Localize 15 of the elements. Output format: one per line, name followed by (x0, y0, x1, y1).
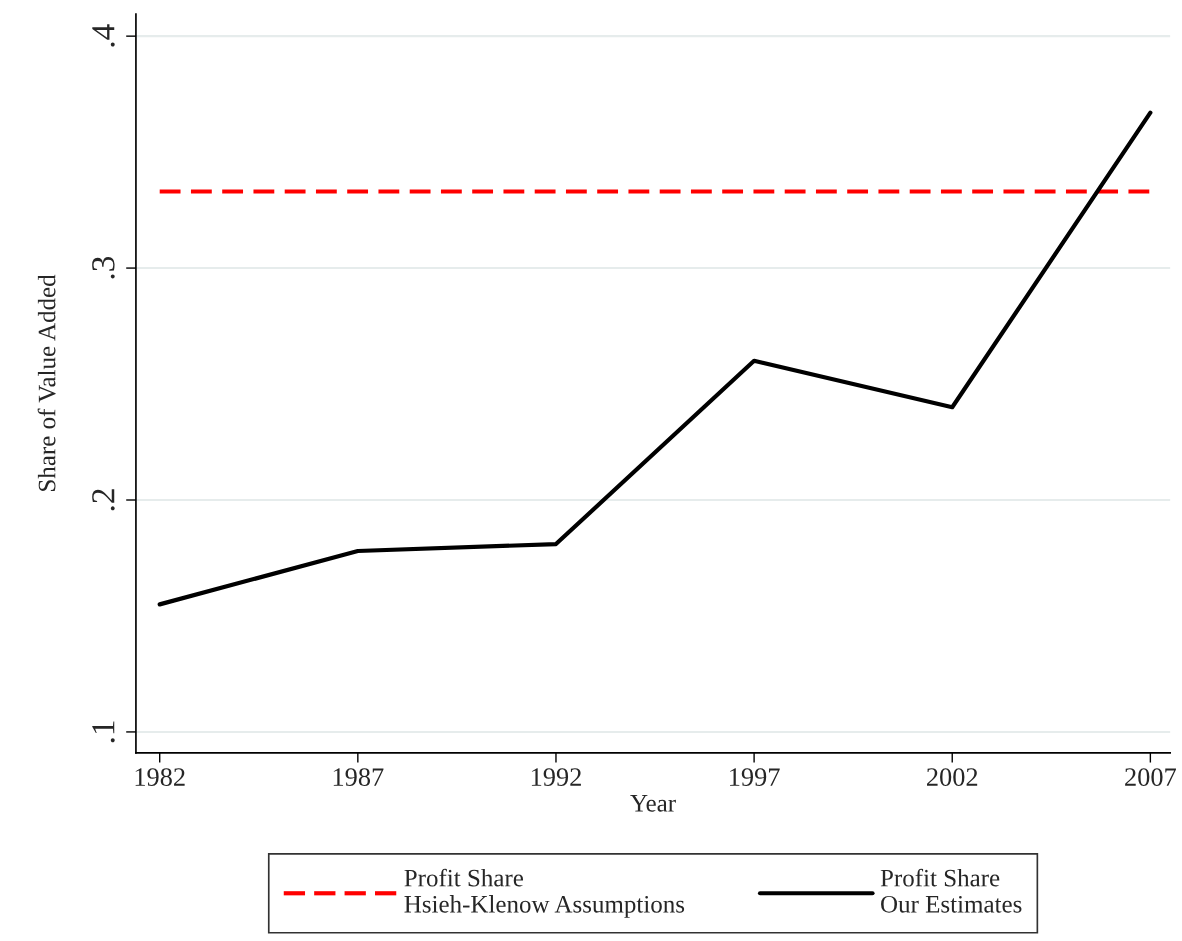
x-tick-label: 2002 (927, 768, 978, 786)
line-series (157, 110, 1153, 607)
y-tick-label: .3 (92, 256, 115, 279)
y-axis-title: Share of Value Added (37, 274, 56, 491)
x-tick-label: 2007 (1125, 768, 1176, 786)
x-tick-label: 1987 (333, 768, 384, 786)
y-tick-label: .2 (92, 489, 115, 511)
legend-label: Profit Share Our Estimates (880, 868, 1022, 913)
y-tick-label: .1 (92, 721, 115, 743)
x-axis-title: Year (630, 795, 676, 812)
x-tick-label: 1997 (730, 768, 780, 786)
x-tick-label: 1992 (531, 768, 581, 786)
y-tick-label: .4 (92, 24, 115, 47)
x-tick-label: 1982 (135, 768, 185, 786)
legend-label: Profit Share Hsieh-Klenow Assumptions (404, 868, 685, 918)
